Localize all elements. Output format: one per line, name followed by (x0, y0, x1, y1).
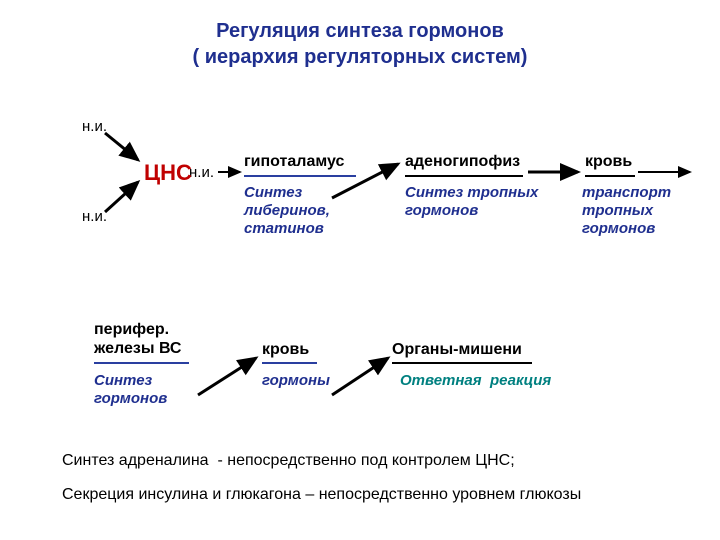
node-target: Органы-мишени (392, 340, 522, 359)
underline-2 (585, 175, 635, 177)
underline-4 (262, 362, 317, 364)
node-ni_top: н.и. (82, 118, 107, 136)
node-hypo_sub: Синтезлиберинов,статинов (244, 184, 330, 238)
arrow-0 (105, 133, 138, 160)
diagram-title: Регуляция синтеза гормонов ( иерархия ре… (0, 18, 720, 70)
node-perif: перифер.железы ВС (94, 320, 181, 358)
footer-line2: Секреция инсулина и глюкагона – непосред… (62, 486, 581, 504)
node-blood1_sub: транспорттропныхгормонов (582, 184, 671, 238)
node-perif_sub: Синтезгормонов (94, 372, 167, 408)
node-ni_bot: н.и. (82, 208, 107, 226)
node-cns: ЦНС (144, 160, 192, 186)
node-adeno_sub: Синтез тропныхгормонов (405, 184, 538, 220)
node-blood2: кровь (262, 340, 309, 359)
arrow-6 (198, 358, 256, 395)
arrow-7 (332, 358, 388, 395)
title-line1: Регуляция синтеза гормонов (0, 18, 720, 44)
node-blood2_sub: гормоны (262, 372, 330, 390)
title-line2: ( иерархия регуляторных систем) (0, 44, 720, 70)
node-adeno: аденогипофиз (405, 152, 520, 171)
node-hypo: гипоталамус (244, 152, 344, 171)
node-target_sub: Ответная реакция (400, 372, 551, 390)
underline-0 (244, 175, 356, 177)
underline-3 (94, 362, 189, 364)
underline-5 (392, 362, 532, 364)
node-ni_mid: н.и. (189, 164, 214, 182)
footer-line1: Синтез адреналина - непосредственно под … (62, 452, 515, 470)
node-blood1: кровь (585, 152, 632, 171)
arrow-1 (105, 182, 138, 212)
underline-1 (405, 175, 523, 177)
